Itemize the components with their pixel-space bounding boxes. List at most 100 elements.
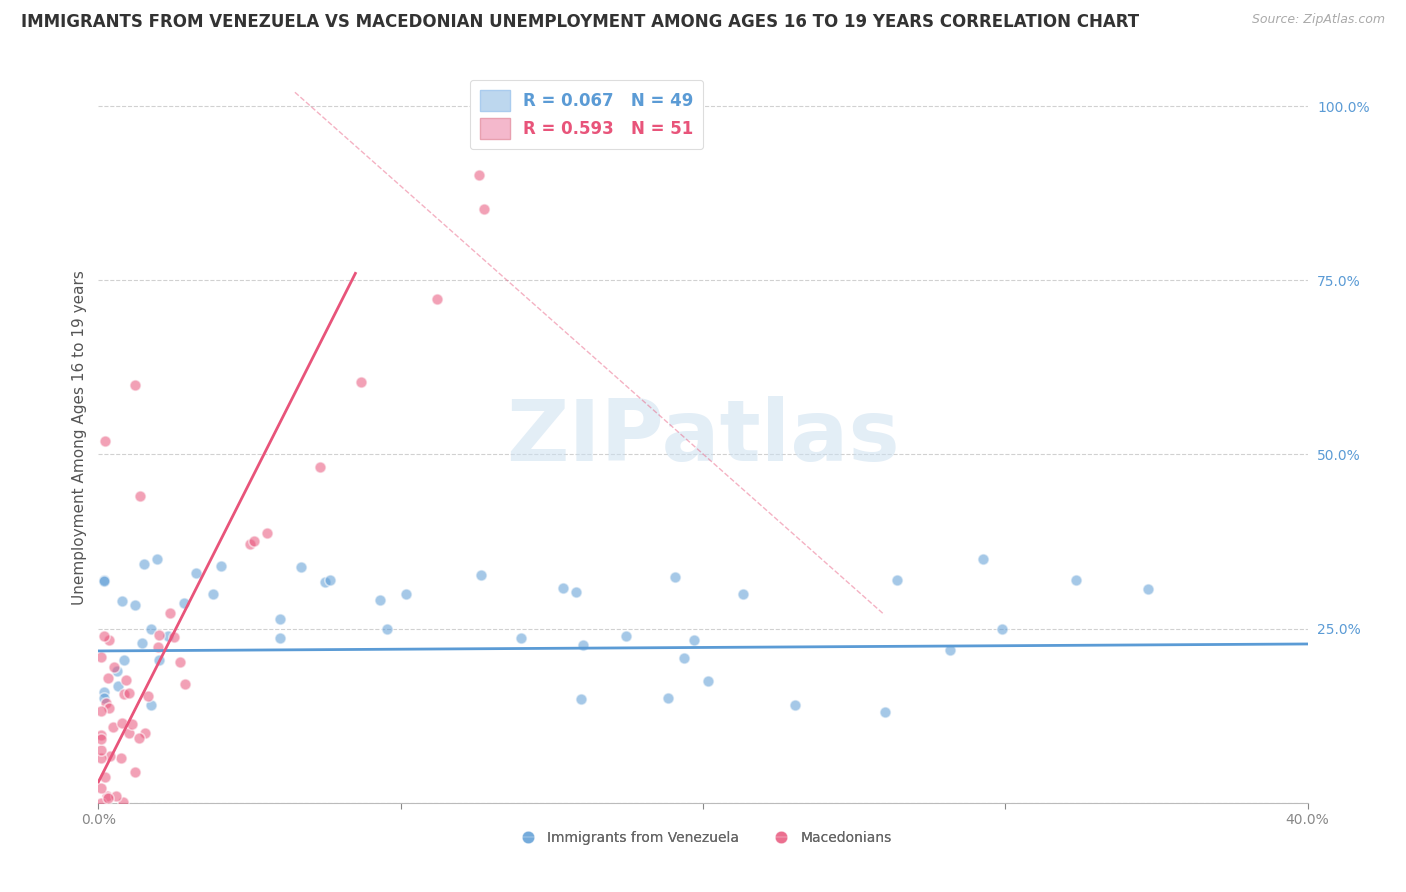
Point: [90, 751, 112, 765]
Point: [211, 558, 233, 573]
Point: [101, 720, 124, 734]
Point: [98, 748, 121, 763]
Point: [97, 671, 120, 685]
Point: [368, 593, 391, 607]
Point: [169, 655, 191, 669]
Point: [873, 705, 896, 719]
Point: [972, 552, 994, 566]
Text: ZIPatlas: ZIPatlas: [506, 395, 900, 479]
Point: [93, 690, 115, 705]
Text: Source: ZipAtlas.com: Source: ZipAtlas.com: [1251, 13, 1385, 27]
Point: [131, 636, 153, 650]
Point: [139, 698, 162, 712]
Point: [664, 570, 686, 584]
Point: [697, 674, 720, 689]
Point: [159, 606, 181, 620]
Point: [90, 731, 112, 746]
Point: [97, 701, 120, 715]
Point: [112, 795, 135, 809]
Point: [94, 434, 117, 448]
Point: [314, 575, 336, 590]
Point: [93, 685, 115, 699]
Point: [118, 726, 141, 740]
Point: [93, 573, 115, 587]
Point: [308, 460, 330, 475]
Point: [107, 679, 129, 693]
Legend: Immigrants from Venezuela, Macedonians: Immigrants from Venezuela, Macedonians: [509, 826, 897, 851]
Point: [112, 687, 135, 701]
Point: [731, 587, 754, 601]
Point: [614, 629, 637, 643]
Point: [783, 698, 806, 713]
Point: [148, 628, 170, 642]
Point: [256, 525, 278, 540]
Point: [551, 581, 574, 595]
Point: [146, 640, 169, 655]
Point: [124, 377, 146, 392]
Point: [589, 134, 612, 148]
Point: [1137, 582, 1160, 596]
Point: [174, 677, 197, 691]
Point: [569, 692, 592, 706]
Point: [375, 622, 398, 636]
Text: IMMIGRANTS FROM VENEZUELA VS MACEDONIAN UNEMPLOYMENT AMONG AGES 16 TO 19 YEARS C: IMMIGRANTS FROM VENEZUELA VS MACEDONIAN …: [21, 13, 1139, 31]
Point: [90, 743, 112, 757]
Point: [124, 599, 146, 613]
Point: [93, 574, 115, 589]
Point: [350, 376, 373, 390]
Point: [395, 587, 418, 601]
Point: [156, 629, 179, 643]
Point: [468, 168, 491, 182]
Point: [112, 653, 135, 667]
Point: [991, 622, 1014, 636]
Point: [269, 611, 291, 625]
Point: [90, 727, 112, 741]
Point: [132, 557, 155, 571]
Point: [117, 686, 139, 700]
Point: [201, 587, 224, 601]
Point: [513, 134, 536, 148]
Point: [886, 573, 908, 587]
Point: [138, 689, 160, 703]
Point: [93, 629, 115, 643]
Point: [110, 750, 132, 764]
Point: [128, 731, 150, 745]
Point: [129, 489, 152, 503]
Point: [115, 673, 138, 688]
Point: [184, 566, 207, 580]
Point: [90, 704, 112, 718]
Point: [243, 533, 266, 548]
Point: [472, 202, 495, 217]
Point: [111, 716, 134, 731]
Point: [683, 632, 706, 647]
Point: [146, 552, 169, 566]
Point: [672, 650, 695, 665]
Point: [290, 560, 312, 574]
Point: [98, 633, 121, 648]
Point: [134, 725, 156, 739]
Point: [173, 596, 195, 610]
Point: [1064, 573, 1087, 587]
Point: [103, 660, 125, 674]
Point: [470, 568, 492, 582]
Point: [139, 622, 162, 636]
Point: [96, 789, 118, 804]
Point: [121, 716, 143, 731]
Point: [94, 696, 117, 710]
Point: [163, 630, 186, 644]
Point: [572, 638, 595, 652]
Point: [111, 594, 134, 608]
Y-axis label: Unemployment Among Ages 16 to 19 years: Unemployment Among Ages 16 to 19 years: [72, 269, 87, 605]
Point: [657, 691, 679, 706]
Point: [319, 573, 342, 587]
Point: [269, 631, 291, 645]
Point: [94, 770, 117, 784]
Point: [148, 653, 170, 667]
Point: [239, 537, 262, 551]
Point: [97, 790, 120, 805]
Point: [104, 789, 127, 804]
Point: [90, 781, 112, 796]
Point: [90, 649, 112, 664]
Point: [105, 664, 128, 678]
Point: [565, 585, 588, 599]
